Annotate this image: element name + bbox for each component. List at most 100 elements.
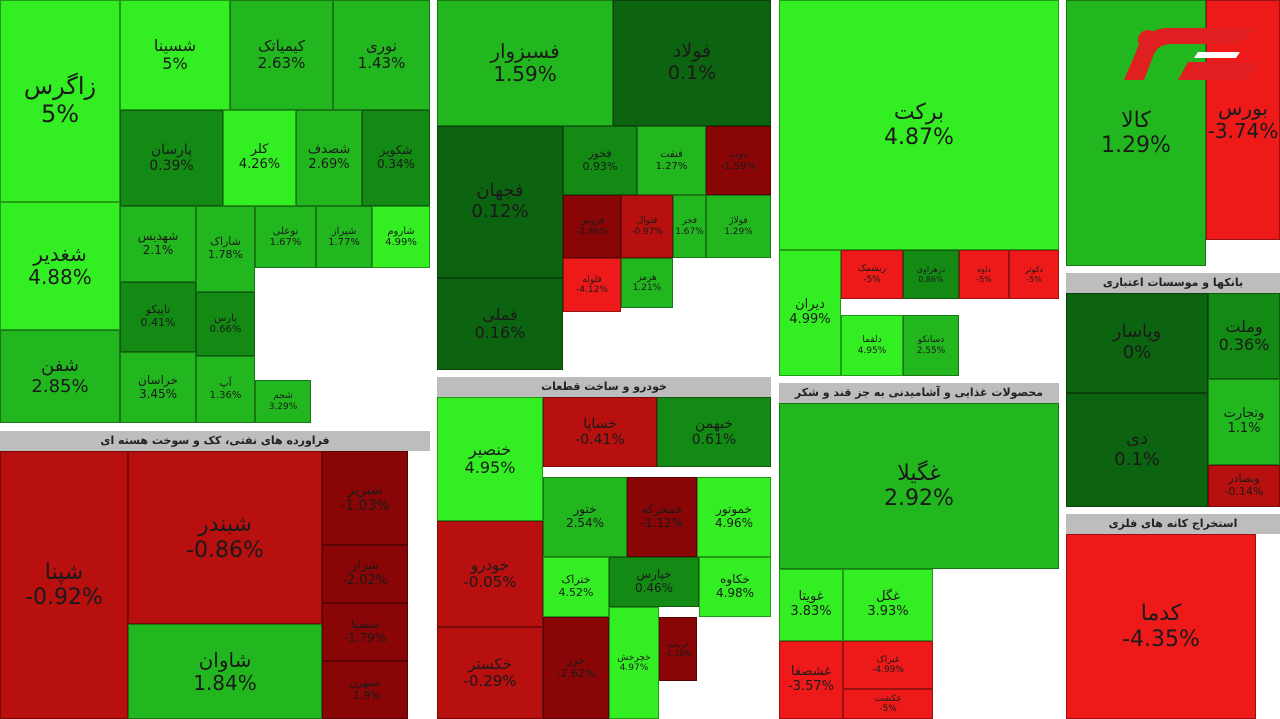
stock-tile[interactable]: فسبزوار 1.59% bbox=[437, 0, 613, 126]
stock-tile[interactable]: فجهان 0.12% bbox=[437, 126, 563, 278]
stock-tile[interactable]: شسپا -1.79% bbox=[322, 603, 408, 661]
stock-change-percent: 2.85% bbox=[31, 375, 89, 397]
stock-tile[interactable]: شاراک 1.78% bbox=[196, 206, 255, 292]
stock-tile[interactable]: برکت 4.87% bbox=[779, 0, 1059, 250]
stock-tile[interactable]: کیمیاتک 2.63% bbox=[230, 0, 333, 110]
stock-tile[interactable]: کالا 1.29% bbox=[1066, 0, 1206, 266]
sector-title: فراورده های نفتی، کک و سوخت هسته ای bbox=[0, 431, 430, 451]
stock-symbol: فنوال bbox=[636, 216, 658, 227]
stock-tile[interactable]: خبهمن 0.61% bbox=[657, 397, 771, 467]
stock-tile[interactable]: وملت 0.36% bbox=[1208, 293, 1280, 379]
stock-symbol: فلوله bbox=[582, 274, 602, 285]
stock-change-percent: -0.41% bbox=[575, 432, 625, 448]
stock-symbol: دیران bbox=[795, 297, 825, 313]
stock-tile[interactable]: فجر 1.67% bbox=[673, 195, 706, 258]
stock-tile[interactable]: نوری 1.43% bbox=[333, 0, 430, 110]
stock-tile[interactable]: خساپا -0.41% bbox=[543, 397, 657, 467]
stock-tile[interactable]: وتجارت 1.1% bbox=[1208, 379, 1280, 465]
stock-tile[interactable]: خنصیر 4.95% bbox=[437, 397, 543, 521]
stock-tile[interactable]: خودرو -0.05% bbox=[437, 521, 543, 627]
stock-change-percent: -2.86% bbox=[576, 226, 608, 237]
stock-tile[interactable]: شسینا 5% bbox=[120, 0, 230, 110]
stock-tile[interactable]: هرمز 1.21% bbox=[621, 258, 673, 308]
stock-tile[interactable]: پارسان 0.39% bbox=[120, 110, 223, 206]
stock-tile[interactable]: خچرخش 4.97% bbox=[609, 607, 659, 719]
stock-tile[interactable]: فنفت 1.27% bbox=[637, 126, 706, 195]
stock-tile[interactable]: خکاوه 4.98% bbox=[699, 557, 771, 617]
stock-tile[interactable]: وپاسار 0% bbox=[1066, 293, 1208, 393]
stock-tile[interactable]: ریشمک -5% bbox=[841, 250, 903, 299]
stock-tile[interactable]: شفن 2.85% bbox=[0, 330, 120, 423]
stock-tile[interactable]: غویتا 3.83% bbox=[779, 569, 843, 641]
stock-change-percent: 4.26% bbox=[238, 157, 281, 172]
stock-tile[interactable]: دزهراوی 0.86% bbox=[903, 250, 959, 299]
stock-tile[interactable]: خریخته -1.18% bbox=[659, 617, 697, 681]
stock-tile[interactable]: شجم 3.29% bbox=[255, 380, 311, 423]
stock-tile[interactable]: خموتور 4.96% bbox=[697, 477, 771, 557]
stock-tile[interactable]: آپ 1.36% bbox=[196, 356, 255, 423]
stock-tile[interactable]: وبصادر -0.14% bbox=[1208, 465, 1280, 507]
stock-tile[interactable]: شپنا -0.92% bbox=[0, 451, 128, 719]
stock-tile[interactable]: فخوز 0.93% bbox=[563, 126, 637, 195]
stock-tile[interactable]: دی 0.1% bbox=[1066, 393, 1208, 507]
stock-symbol: دزهراوی bbox=[916, 265, 946, 275]
stock-tile[interactable]: شراز -2.02% bbox=[322, 545, 408, 603]
stock-tile[interactable]: فملی 0.16% bbox=[437, 278, 563, 370]
stock-tile[interactable]: ذوب -1.59% bbox=[706, 126, 771, 195]
stock-change-percent: 0.16% bbox=[474, 323, 526, 342]
stock-tile[interactable]: فلوله -4.12% bbox=[563, 258, 621, 312]
stock-tile[interactable]: دسانکو 2.55% bbox=[903, 315, 959, 376]
stock-symbol: فولاد bbox=[672, 40, 712, 63]
stock-change-percent: 1.1% bbox=[1227, 421, 1261, 436]
stock-tile[interactable]: شبهرن -1.9% bbox=[322, 661, 408, 719]
stock-tile[interactable]: تاپیکو 0.41% bbox=[120, 282, 196, 352]
stock-tile[interactable]: فروس -2.86% bbox=[563, 195, 621, 258]
stock-symbol: ذوب bbox=[729, 149, 748, 160]
stock-tile[interactable]: خراسان 3.45% bbox=[120, 352, 196, 423]
stock-symbol: فولاژ bbox=[729, 216, 748, 227]
stock-tile[interactable]: دیران 4.99% bbox=[779, 250, 841, 376]
stock-tile[interactable]: نوعلی 1.67% bbox=[255, 206, 316, 268]
stock-tile[interactable]: شبریز -1.03% bbox=[322, 451, 408, 545]
stock-tile[interactable]: دلقما 4.95% bbox=[841, 315, 903, 376]
stock-tile[interactable]: پارس 0.66% bbox=[196, 292, 255, 356]
stock-change-percent: -5% bbox=[1026, 274, 1042, 284]
stock-symbol: غشصفا bbox=[790, 664, 832, 680]
sector-panel: برکت 4.87% دیران 4.99% ریشمک -5% دلقما 4.95% دسا… bbox=[779, 0, 1059, 376]
stock-tile[interactable]: شیراز 1.77% bbox=[316, 206, 372, 268]
stock-change-percent: 1.77% bbox=[328, 237, 360, 248]
stock-tile[interactable]: غبراک -4.99% bbox=[843, 641, 933, 689]
stock-change-percent: -0.97% bbox=[631, 226, 663, 237]
stock-tile[interactable]: کدما -4.35% bbox=[1066, 534, 1256, 719]
stock-tile[interactable]: شاوان 1.84% bbox=[128, 624, 322, 719]
stock-tile[interactable]: دکوثر -5% bbox=[1009, 250, 1059, 299]
stock-tile[interactable]: فنوال -0.97% bbox=[621, 195, 673, 258]
stock-tile[interactable]: فولاژ 1.29% bbox=[706, 195, 771, 258]
stock-tile[interactable]: خمحرکه -1.12% bbox=[627, 477, 697, 557]
stock-symbol: شبریز bbox=[347, 481, 383, 498]
stock-tile[interactable]: شبندر -0.86% bbox=[128, 451, 322, 624]
stock-symbol: خزر bbox=[566, 654, 586, 668]
stock-tile[interactable]: شهدیس 2.1% bbox=[120, 206, 196, 282]
stock-tile[interactable]: غگل 3.93% bbox=[843, 569, 933, 641]
stock-symbol: دی bbox=[1125, 428, 1149, 450]
stock-tile[interactable]: شکویر 0.34% bbox=[362, 110, 430, 206]
stock-tile[interactable]: کلر 4.26% bbox=[223, 110, 296, 206]
stock-tile[interactable]: غشصفا -3.57% bbox=[779, 641, 843, 719]
stock-tile[interactable]: زاگرس 5% bbox=[0, 0, 120, 202]
sector-title: محصولات غذایی و آشامیدنی به جز قند و شکر bbox=[779, 383, 1059, 403]
stock-tile[interactable]: غکشت -5% bbox=[843, 689, 933, 719]
stock-change-percent: 1.59% bbox=[493, 62, 557, 86]
stock-change-percent: 2.1% bbox=[142, 243, 174, 257]
stock-tile[interactable]: ختراک 4.52% bbox=[543, 557, 609, 617]
stock-tile[interactable]: خپارس 0.46% bbox=[609, 557, 699, 607]
stock-tile[interactable]: خزر -2.62% bbox=[543, 617, 609, 719]
stock-tile[interactable]: شاروم 4.99% bbox=[372, 206, 430, 268]
stock-tile[interactable]: شصدف 2.69% bbox=[296, 110, 362, 206]
stock-tile[interactable]: شغدیر 4.88% bbox=[0, 202, 120, 330]
stock-tile[interactable]: فولاد 0.1% bbox=[613, 0, 771, 126]
stock-tile[interactable]: داوه -5% bbox=[959, 250, 1009, 299]
stock-tile[interactable]: غگیلا 2.92% bbox=[779, 403, 1059, 569]
stock-tile[interactable]: خکستر -0.29% bbox=[437, 627, 543, 719]
stock-tile[interactable]: ختور 2.54% bbox=[543, 477, 627, 557]
